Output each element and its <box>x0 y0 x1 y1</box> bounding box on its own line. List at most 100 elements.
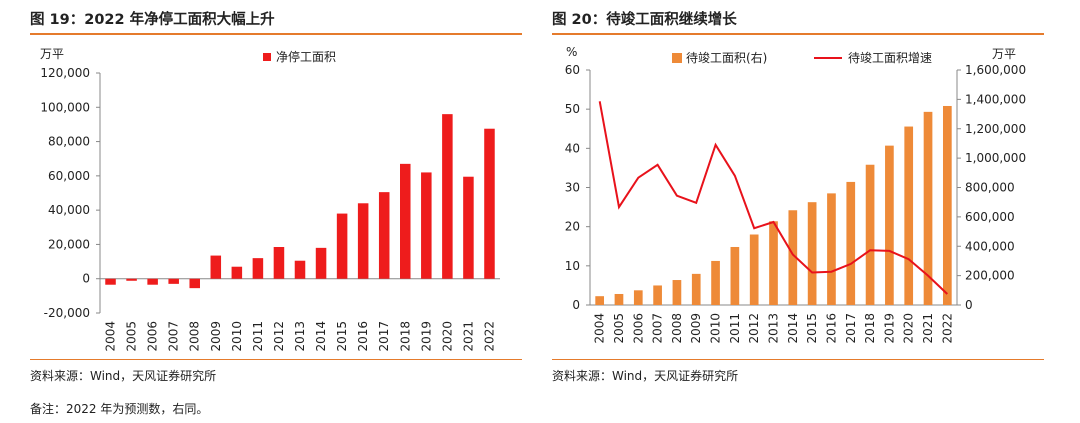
bar <box>807 202 817 305</box>
bar <box>595 296 605 305</box>
bar <box>273 247 285 279</box>
bar <box>168 278 179 284</box>
x-tick-label: 2004 <box>593 313 607 344</box>
combo-chart-pending-completion: 0 10 20 30 40 50 60 0 200,000 400,000 600,000 800,0… <box>565 45 1026 344</box>
x-tick-label: 2015 <box>335 321 349 352</box>
y-right-tick-label: 600,000 <box>965 210 1015 224</box>
x-tick-label: 2004 <box>104 321 118 352</box>
x-tick-label: 2016 <box>824 313 838 344</box>
y-left-tick-label: 40 <box>565 141 580 155</box>
y-tick-label: 100,000 <box>40 100 90 114</box>
bar <box>633 290 643 305</box>
x-tick-label: 2007 <box>651 313 665 344</box>
bar <box>846 181 856 305</box>
y-right-tick-label: 1,000,000 <box>965 151 1026 165</box>
chart-panel-left: 图 19：2022 年净停工面积大幅上升 -20,000 0 20,000 40,00… <box>30 0 522 383</box>
bar <box>189 278 200 289</box>
bar <box>294 260 306 279</box>
x-tick-label: 2021 <box>461 321 475 352</box>
x-tick-label: 2014 <box>786 313 800 344</box>
bar <box>711 260 720 305</box>
y-tick-label: 0 <box>82 272 90 286</box>
y-tick-label: -20,000 <box>44 306 90 320</box>
bar-chart-net-suspension: -20,000 0 20,000 40,000 60,000 80,000 100,000 1… <box>40 47 500 352</box>
bar <box>769 221 778 305</box>
x-tick-label: 2011 <box>251 321 265 352</box>
bar <box>904 126 914 305</box>
y-left-tick-label: 0 <box>572 298 580 312</box>
growth-rate-line <box>598 101 948 295</box>
bar <box>400 163 411 279</box>
x-tick-label: 2015 <box>805 313 819 344</box>
bar <box>336 213 348 279</box>
x-tick-label: 2008 <box>188 321 202 352</box>
bar <box>231 266 243 279</box>
footnote: 备注：2022 年为预测数，右同。 <box>30 402 209 416</box>
x-tick-label: 2005 <box>612 313 626 344</box>
x-tick-label: 2013 <box>293 321 307 352</box>
x-tick-label: 2009 <box>689 313 703 344</box>
x-tick-label: 2007 <box>167 321 181 352</box>
y-left-tick-label: 50 <box>565 102 580 116</box>
bar <box>442 114 453 279</box>
x-tick-label: 2010 <box>709 313 723 344</box>
bar <box>126 278 137 281</box>
legend-swatch-bars <box>672 53 682 63</box>
y-right-tick-label: 1,200,000 <box>965 122 1026 136</box>
bar <box>315 247 327 279</box>
bar <box>147 278 158 285</box>
bar <box>827 193 836 305</box>
chart-title-left: 图 19：2022 年净停工面积大幅上升 <box>30 12 275 28</box>
x-tick-label: 2010 <box>230 321 244 352</box>
y-right-tick-label: 1,400,000 <box>965 92 1026 106</box>
y-tick-label: 80,000 <box>48 135 90 149</box>
y-left-tick-label: 20 <box>565 220 580 234</box>
y-right-tick-label: 800,000 <box>965 181 1015 195</box>
y-left-tick-label: 30 <box>565 181 580 195</box>
x-tick-label: 2013 <box>767 313 781 344</box>
y-right-axis-unit: 万平 <box>992 47 1016 61</box>
bar <box>923 111 933 305</box>
x-tick-label: 2018 <box>398 321 412 352</box>
source-text-left: 资料来源：Wind，天风证券研究所 <box>30 369 217 383</box>
y-tick-label: 60,000 <box>48 169 90 183</box>
y-tick-label: 120,000 <box>40 66 90 80</box>
x-tick-label: 2009 <box>209 321 223 352</box>
chart-panel-right: 图 20：待竣工面积继续增长 0 10 20 30 40 50 60 0 200,000 400,… <box>552 0 1044 383</box>
chart-title-right: 图 20：待竣工面积继续增长 <box>552 12 737 28</box>
x-tick-label: 2020 <box>440 321 454 352</box>
x-tick-label: 2018 <box>863 313 877 344</box>
bar <box>788 210 798 305</box>
x-tick-label: 2017 <box>377 321 391 352</box>
source-text-right: 资料来源：Wind，天风证券研究所 <box>552 369 739 383</box>
x-tick-label: 2006 <box>631 313 645 344</box>
x-tick-label: 2014 <box>314 321 328 352</box>
bar <box>210 255 222 279</box>
bar <box>653 285 662 305</box>
bar <box>357 203 369 279</box>
title-rule-right <box>552 33 1044 35</box>
bar <box>942 105 952 305</box>
x-tick-label: 2016 <box>356 321 370 352</box>
bar <box>463 176 474 279</box>
x-tick-label: 2008 <box>670 313 684 344</box>
x-tick-label: 2022 <box>482 321 496 352</box>
y-right-tick-label: 400,000 <box>965 239 1015 253</box>
bar <box>672 280 682 305</box>
bar <box>865 164 875 305</box>
bar <box>614 293 624 305</box>
x-tick-label: 2019 <box>882 313 896 344</box>
title-rule-left <box>30 33 522 35</box>
y-right-tick-label: 0 <box>965 298 973 312</box>
legend-label: 净停工面积 <box>276 49 336 64</box>
y-tick-label: 40,000 <box>48 203 90 217</box>
x-tick-label: 2022 <box>940 313 954 344</box>
y-axis-unit: 万平 <box>40 47 64 61</box>
x-tick-label: 2019 <box>419 321 433 352</box>
bar <box>421 172 432 279</box>
y-left-tick-label: 10 <box>565 259 580 273</box>
y-right-tick-label: 200,000 <box>965 269 1015 283</box>
x-tick-label: 2012 <box>747 313 761 344</box>
source-rule-left <box>30 359 522 360</box>
bar <box>885 145 894 305</box>
